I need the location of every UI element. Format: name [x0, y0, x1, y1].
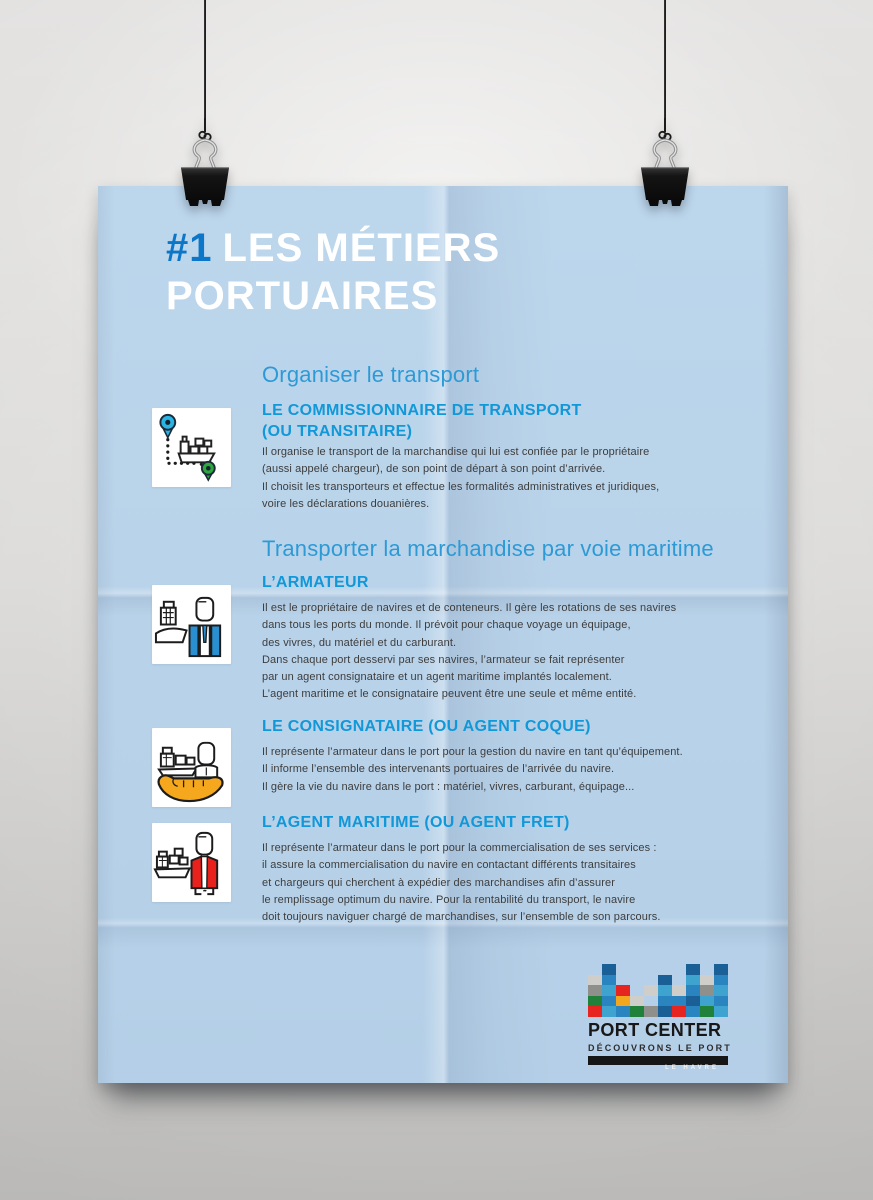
mosaic-cell: [588, 985, 602, 996]
mosaic-cell: [672, 1006, 686, 1017]
binder-clip-right-icon: [641, 118, 689, 206]
mosaic-cell: [602, 985, 616, 996]
logo-tagline: DÉCOUVRONS LE PORT: [588, 1042, 732, 1053]
mosaic-cell: [714, 974, 728, 986]
mosaic-cell: [602, 995, 616, 1007]
mosaic-cell: [686, 985, 700, 996]
job-title-consignataire: LE CONSIGNATAIRE (OU AGENT COQUE): [262, 718, 591, 735]
mosaic-cell: [588, 974, 602, 986]
mosaic-cell: [686, 964, 700, 975]
poster-title: #1 LES MÉTIERS PORTUAIRES: [166, 224, 500, 320]
mosaic-cell: [658, 1006, 672, 1017]
mosaic-cell: [588, 1006, 602, 1017]
mosaic-cell: [588, 995, 602, 1007]
mosaic-cell: [658, 995, 672, 1007]
mosaic-cell: [616, 985, 630, 996]
job-title-armateur: L’ARMATEUR: [262, 574, 369, 591]
mosaic-cell: [714, 995, 728, 1007]
mosaic-cell: [672, 995, 686, 1007]
mosaic-cell: [616, 995, 630, 1007]
mosaic-cell: [700, 985, 714, 996]
mosaic-cell: [672, 985, 686, 996]
hanging-string-right: [664, 0, 666, 130]
port-center-mosaic: [588, 964, 728, 1017]
hanging-string-left: [204, 0, 206, 130]
mosaic-cell: [714, 964, 728, 975]
job-body-consignataire: Il représente l’armateur dans le port po…: [262, 746, 683, 793]
job-title-agent-maritime: L’AGENT MARITIME (OU AGENT FRET): [262, 814, 570, 831]
mosaic-cell: [658, 985, 672, 996]
job-body-commissionnaire: Il organise le transport de la marchandi…: [262, 446, 660, 510]
section-heading-organiser: Organiser le transport: [262, 362, 480, 387]
mosaic-cell: [700, 974, 714, 986]
section-heading-transporter: Transporter la marchandise par voie mari…: [262, 536, 714, 561]
logo-city-bar: LE HAVRE: [588, 1055, 728, 1071]
mosaic-cell: [630, 995, 644, 1007]
job-body-armateur: Il est le propriétaire de navires et de …: [262, 602, 677, 701]
mosaic-cell: [602, 964, 616, 975]
freight-agent-icon: [152, 823, 231, 902]
logo-city: LE HAVRE: [665, 1064, 719, 1071]
poster-title-line1: LES MÉTIERS: [222, 226, 501, 270]
mosaic-cell: [686, 1006, 700, 1017]
mosaic-cell: [700, 1006, 714, 1017]
route-pins-icon: [152, 408, 231, 487]
job-body-agent-maritime: Il représente l’armateur dans le port po…: [262, 842, 661, 924]
mosaic-cell: [644, 1006, 658, 1017]
binder-clip-left-icon: [181, 118, 229, 206]
poster-title-line2: PORTUAIRES: [166, 274, 439, 318]
mosaic-cell: [700, 995, 714, 1007]
mosaic-cell: [658, 974, 672, 986]
logo-wordmark: PORT CENTER: [588, 1019, 722, 1040]
mosaic-cell: [714, 1006, 728, 1017]
mosaic-cell: [602, 1006, 616, 1017]
mosaic-cell: [630, 1006, 644, 1017]
mosaic-cell: [616, 1006, 630, 1017]
mosaic-cell: [644, 985, 658, 996]
ship-and-shipowner-icon: [152, 585, 231, 664]
poster-number: #1: [166, 226, 213, 270]
port-center-logo: PORT CENTER DÉCOUVRONS LE PORT LE HAVRE: [588, 964, 732, 1071]
hand-holding-ship-icon: [152, 728, 231, 807]
mosaic-cell: [686, 974, 700, 986]
poster: #1 LES MÉTIERS PORTUAIRES Organiser le tr…: [98, 186, 788, 1083]
mosaic-cell: [686, 995, 700, 1007]
job-title-commissionnaire: LE COMMISSIONNAIRE DE TRANSPORT (OU TRAN…: [262, 402, 582, 440]
mosaic-cell: [602, 974, 616, 986]
mosaic-cell: [714, 985, 728, 996]
